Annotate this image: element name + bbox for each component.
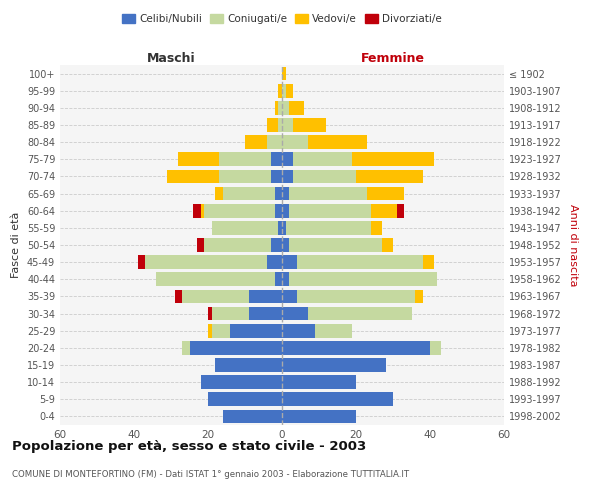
Bar (415, 290, 422, 304)
Bar (278, 118, 282, 132)
Bar (200, 204, 204, 218)
Bar (249, 290, 282, 304)
Bar (200, 376, 282, 389)
Bar (175, 290, 182, 304)
Bar (282, 186, 289, 200)
Bar (212, 306, 249, 320)
Bar (282, 324, 316, 338)
Bar (204, 204, 275, 218)
Bar (275, 101, 278, 114)
Bar (212, 221, 278, 234)
Bar (308, 136, 367, 149)
Bar (367, 186, 404, 200)
Bar (289, 186, 367, 200)
Bar (204, 238, 271, 252)
Bar (182, 341, 190, 354)
Bar (282, 66, 286, 80)
Bar (282, 204, 289, 218)
Bar (223, 410, 282, 424)
Bar (352, 152, 434, 166)
Text: Popolazione per età, sesso e stato civile - 2003: Popolazione per età, sesso e stato civil… (12, 440, 366, 453)
Bar (289, 238, 382, 252)
Bar (282, 290, 297, 304)
Bar (286, 84, 293, 98)
Bar (282, 341, 430, 354)
Bar (282, 272, 289, 286)
Bar (193, 204, 200, 218)
Bar (282, 358, 386, 372)
Bar (293, 170, 356, 183)
Bar (282, 410, 356, 424)
Bar (382, 238, 393, 252)
Text: Maschi: Maschi (146, 52, 196, 65)
Bar (182, 290, 249, 304)
Bar (249, 306, 282, 320)
Bar (212, 324, 230, 338)
Bar (223, 186, 275, 200)
Bar (230, 324, 282, 338)
Text: COMUNE DI MONTEFORTINO (FM) - Dati ISTAT 1° gennaio 2003 - Elaborazione TUTTITAL: COMUNE DI MONTEFORTINO (FM) - Dati ISTAT… (12, 470, 409, 479)
Bar (282, 136, 308, 149)
Bar (297, 256, 422, 269)
Bar (278, 221, 282, 234)
Bar (271, 152, 282, 166)
Bar (293, 118, 326, 132)
Y-axis label: Fasce di età: Fasce di età (11, 212, 21, 278)
Bar (145, 256, 267, 269)
Bar (282, 376, 356, 389)
Bar (219, 170, 271, 183)
Bar (278, 101, 282, 114)
Bar (282, 152, 293, 166)
Bar (219, 152, 271, 166)
Bar (289, 101, 304, 114)
Bar (282, 306, 308, 320)
Bar (282, 170, 293, 183)
Bar (316, 324, 352, 338)
Bar (356, 170, 422, 183)
Bar (245, 136, 267, 149)
Bar (271, 238, 282, 252)
Bar (267, 136, 282, 149)
Bar (271, 170, 282, 183)
Bar (267, 256, 282, 269)
Bar (178, 152, 219, 166)
Bar (137, 256, 145, 269)
Bar (422, 256, 434, 269)
Bar (267, 118, 278, 132)
Bar (275, 186, 282, 200)
Bar (282, 118, 293, 132)
Bar (282, 84, 286, 98)
Bar (308, 306, 412, 320)
Bar (208, 306, 212, 320)
Bar (430, 341, 441, 354)
Bar (397, 204, 404, 218)
Bar (286, 221, 371, 234)
Bar (371, 221, 382, 234)
Bar (208, 324, 212, 338)
Bar (156, 272, 275, 286)
Bar (289, 204, 371, 218)
Bar (297, 290, 415, 304)
Bar (282, 238, 289, 252)
Legend: Celibi/Nubili, Coniugati/e, Vedovi/e, Divorziati/e: Celibi/Nubili, Coniugati/e, Vedovi/e, Di… (118, 10, 446, 29)
Bar (215, 358, 282, 372)
Bar (197, 238, 204, 252)
Bar (215, 186, 223, 200)
Bar (282, 221, 286, 234)
Bar (190, 341, 282, 354)
Y-axis label: Anni di nascita: Anni di nascita (568, 204, 578, 286)
Bar (289, 272, 437, 286)
Bar (371, 204, 397, 218)
Bar (282, 101, 289, 114)
Bar (293, 152, 352, 166)
Bar (278, 84, 282, 98)
Text: Femmine: Femmine (361, 52, 425, 65)
Bar (282, 256, 297, 269)
Bar (275, 272, 282, 286)
Bar (275, 204, 282, 218)
Bar (282, 392, 393, 406)
Bar (167, 170, 219, 183)
Bar (208, 392, 282, 406)
